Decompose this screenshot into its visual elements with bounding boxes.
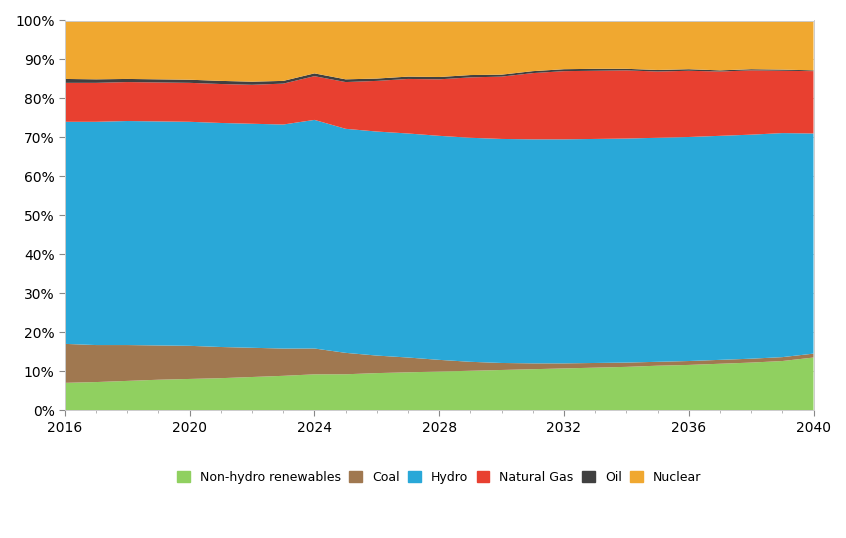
Legend: Non-hydro renewables, Coal, Hydro, Natural Gas, Oil, Nuclear: Non-hydro renewables, Coal, Hydro, Natur…	[173, 467, 705, 487]
